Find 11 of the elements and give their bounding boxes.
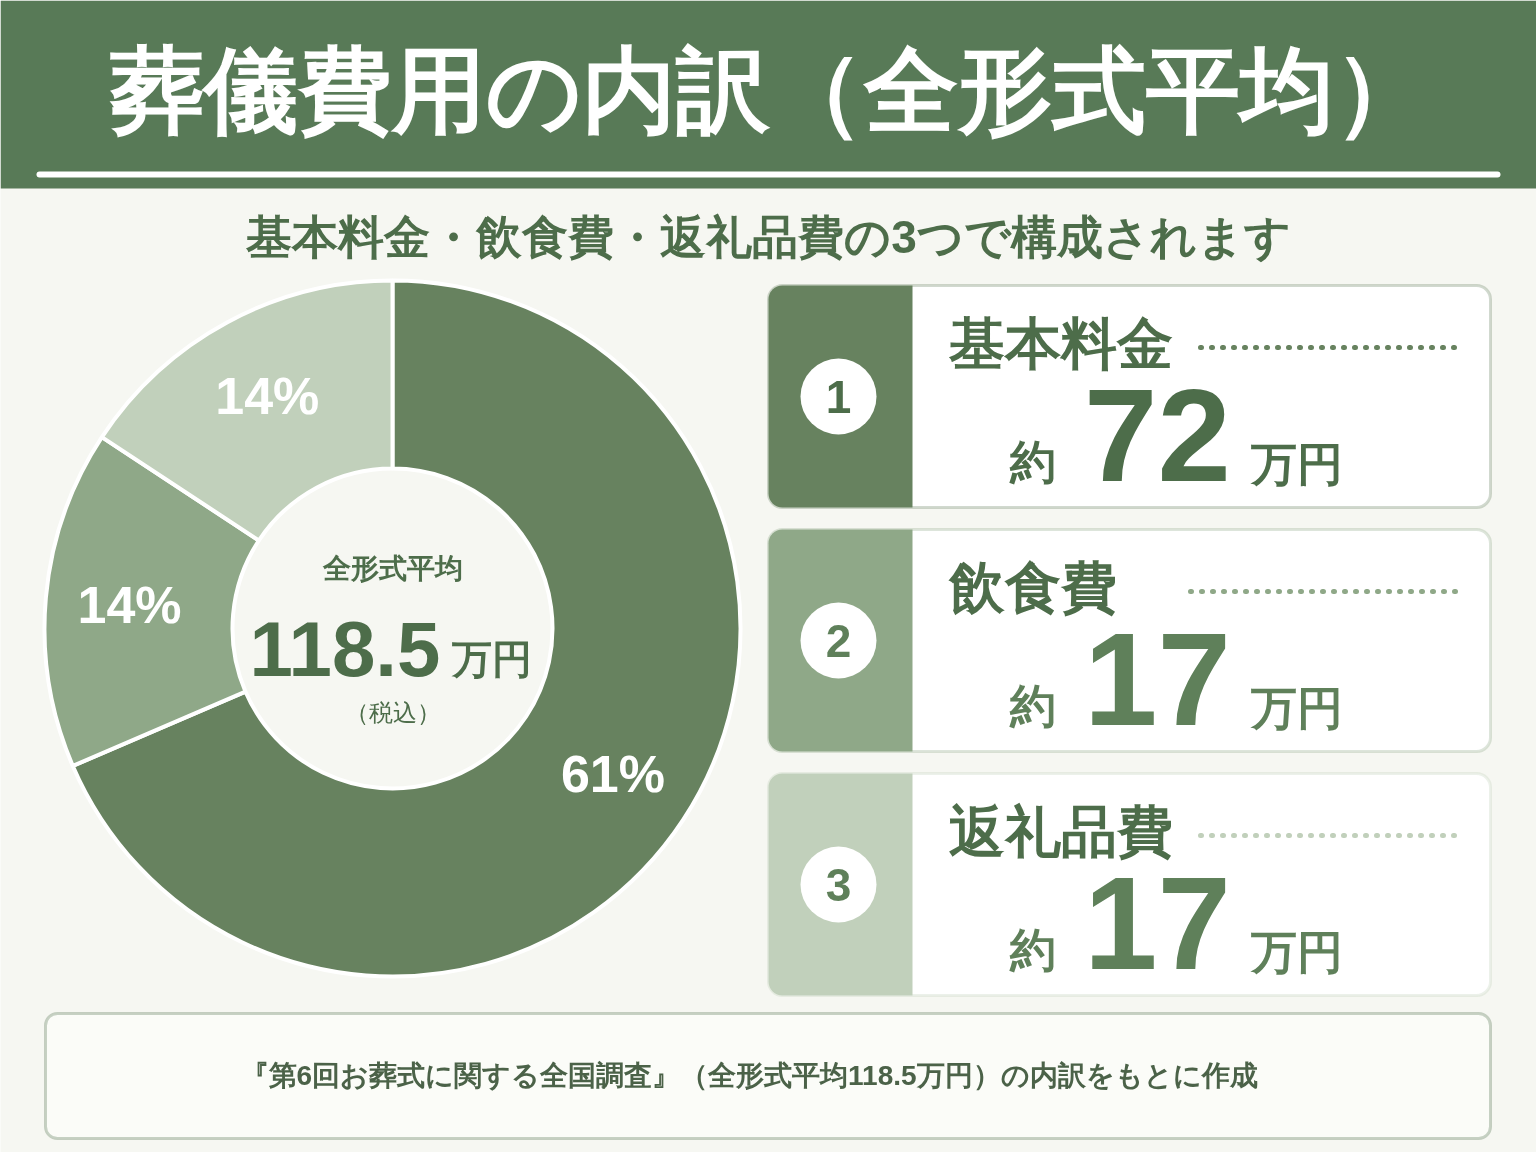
data-label: 14%: [215, 367, 320, 426]
text: （税込）: [344, 699, 441, 726]
data-label: 61%: [560, 744, 666, 803]
text: 『第6回お葬式に関する全国調査』（全形式平均118.5万円）の内訳をもとに作成: [240, 1060, 1258, 1091]
text: 全形式平均: [321, 553, 463, 584]
category-label: 1: [825, 370, 852, 423]
chart-subtitle: 基本料金・飲食費・返礼品費の3つで構成されます: [245, 210, 1291, 263]
category-label: 3: [825, 858, 852, 911]
data-label: 14%: [77, 576, 182, 635]
category-label: 2: [825, 614, 852, 667]
chart-title: 葬儀費用の内訳（全形式平均）: [108, 38, 1428, 143]
